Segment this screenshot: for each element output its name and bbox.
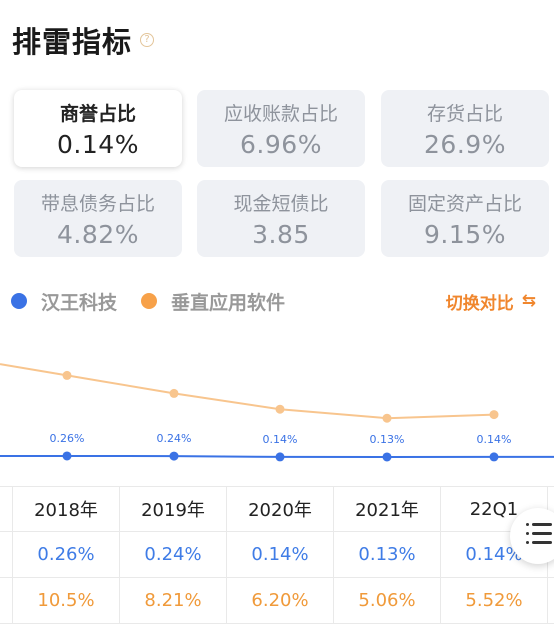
table-row-industry: 10.5% 8.21% 6.20% 5.06% 5.52% [0,578,554,624]
series-industry-line [0,363,495,420]
table-row-company: 0.26% 0.24% 0.14% 0.13% 0.14% [0,532,554,578]
table-cell: 0.24% [120,532,227,577]
section-header: 排雷指标 ? [12,20,155,60]
card-label: 商誉占比 [59,102,136,125]
legend-label: 垂直应用软件 [171,291,286,314]
card-label: 现金短债比 [233,192,329,215]
data-table: 2018年 2019年 2020年 2021年 22Q1 0.26% 0.24%… [0,486,554,624]
switch-compare-label: 切换对比 [445,293,514,314]
chart-legend: 汉王科技 垂直应用软件 切换对比 ⇆ [11,286,536,316]
legend-item-company[interactable]: 汉王科技 [11,288,117,315]
table-cell: 8.21% [120,578,227,623]
table-cell: 0.14% [227,532,334,577]
company-data-label: 0.14% [263,433,298,446]
table-header-spacer [0,487,13,531]
table-cell: 5.06% [334,578,441,623]
card-value: 0.14% [57,129,139,159]
table-header-cell: 2020年 [227,487,334,531]
company-data-label: 0.13% [370,433,405,446]
company-data-label: 0.24% [157,432,192,445]
card-value: 4.82% [57,219,139,249]
industry-data-point [489,410,499,420]
card-fixed-assets-ratio[interactable]: 固定资产占比 9.15% [381,180,549,257]
table-row-spacer [0,532,13,577]
list-menu-icon [526,523,552,550]
company-data-point [489,452,499,462]
section-title: 排雷指标 [12,25,133,59]
card-value: 9.15% [424,219,506,249]
card-value: 6.96% [240,129,322,159]
company-data-label: 0.14% [477,433,512,446]
table-header-cell: 2019年 [120,487,227,531]
industry-data-point [169,388,179,398]
company-data-point [169,451,179,461]
industry-data-point [62,370,72,380]
card-receivables-ratio[interactable]: 应收账款占比 6.96% [197,90,365,167]
table-cell: 10.5% [13,578,120,623]
table-header-cell: 2018年 [13,487,120,531]
table-cell: 0.13% [334,532,441,577]
table-header-cell: 2021年 [334,487,441,531]
table-row-spacer [0,578,13,623]
table-cell: 0.26% [13,532,120,577]
line-chart: 0.26% 0.24% 0.14% 0.13% 0.14% [0,363,554,462]
legend-dot-orange [141,293,158,309]
card-goodwill-ratio[interactable]: 商誉占比 0.14% [14,90,182,167]
card-inventory-ratio[interactable]: 存货占比 26.9% [381,90,549,167]
company-data-point [382,452,392,462]
industry-data-point [275,404,285,414]
company-data-point [62,451,72,461]
legend-dot-blue [11,293,27,309]
card-label: 带息债务占比 [40,192,155,215]
card-value: 26.9% [424,129,506,159]
company-data-label: 0.26% [50,432,85,445]
card-cash-short-debt-ratio[interactable]: 现金短债比 3.85 [197,180,365,257]
switch-icon: ⇆ [521,291,536,311]
company-data-point [275,452,285,462]
card-label: 固定资产占比 [407,192,522,215]
table-cell: 5.52% [441,578,548,623]
industry-data-point [382,413,392,423]
switch-compare-button[interactable]: 切换对比 ⇆ [446,289,536,314]
list-menu-button[interactable] [510,508,554,564]
legend-label: 汉王科技 [41,291,118,314]
card-value: 3.85 [252,219,310,249]
card-label: 存货占比 [426,102,503,125]
legend-item-industry[interactable]: 垂直应用软件 [141,288,285,315]
card-interest-debt-ratio[interactable]: 带息债务占比 4.82% [14,180,182,257]
card-label: 应收账款占比 [223,102,338,125]
table-header-row: 2018年 2019年 2020年 2021年 22Q1 [0,486,554,532]
table-cell: 6.20% [227,578,334,623]
help-icon[interactable]: ? [140,33,155,47]
